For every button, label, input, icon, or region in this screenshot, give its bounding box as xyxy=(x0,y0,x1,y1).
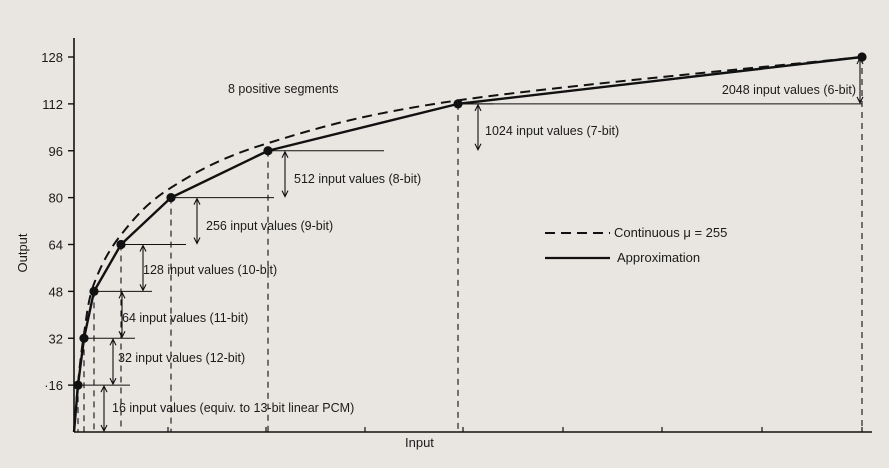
y-tick-label: 112 xyxy=(42,97,63,112)
y-axis-title: Output xyxy=(15,233,30,272)
bracket-arrow-up xyxy=(193,197,201,205)
y-tick-label: 128 xyxy=(41,50,63,65)
breakpoint-dot xyxy=(73,380,83,390)
bracket-arrow-down xyxy=(281,190,289,198)
segment-annotation: 16 input values (equiv. to 13-bit linear… xyxy=(112,401,354,415)
y-tick-label: 48 xyxy=(49,284,63,299)
legend: Continuous μ = 255 Approximation xyxy=(545,225,727,265)
segment-brackets xyxy=(100,56,864,433)
bracket-arrow-down xyxy=(474,143,482,151)
segment-annotation: 64 input values (11-bit) xyxy=(122,311,248,325)
bracket-arrow-down xyxy=(193,237,201,245)
breakpoint-dot xyxy=(166,193,176,203)
bracket-arrow-down xyxy=(856,96,864,105)
y-tick-label: 32 xyxy=(49,331,63,346)
bracket-arrow-up xyxy=(118,291,126,299)
segment-annotations: 16 input values (equiv. to 13-bit linear… xyxy=(112,83,856,415)
breakpoint-dot xyxy=(79,333,89,343)
bracket-arrow-down xyxy=(100,424,108,433)
bracket-arrow-up xyxy=(139,244,147,252)
breakpoint-dot xyxy=(263,146,273,156)
series-approximation-line xyxy=(72,55,863,433)
bracket-arrow-up xyxy=(281,150,289,158)
y-axis-ticks: ·16 32 48 64 80 96 112 128 xyxy=(41,50,74,393)
segment-annotation: 32 input values (12-bit) xyxy=(118,351,245,365)
bracket-arrow-down xyxy=(109,377,117,386)
bracket-arrow-down xyxy=(118,331,126,339)
segment-annotation: 128 input values (10-bit) xyxy=(143,263,277,277)
bracket-arrow-up xyxy=(109,338,117,346)
series-continuous-line xyxy=(73,56,863,433)
y-tick-label: 64 xyxy=(49,238,63,253)
curves xyxy=(72,55,863,433)
y-tick-label: ·16 xyxy=(44,378,63,393)
x-axis-ticks xyxy=(167,427,863,432)
segment-dropdown-lines xyxy=(77,57,863,432)
segment-count-label: 8 positive segments xyxy=(228,82,338,96)
bracket-arrow-up xyxy=(474,103,482,112)
segment-annotation: 2048 input values (6-bit) xyxy=(722,83,856,97)
y-tick-label: 96 xyxy=(49,144,63,159)
breakpoints xyxy=(73,52,867,390)
legend-label-approximation: Approximation xyxy=(617,250,700,265)
segment-annotation: 1024 input values (7-bit) xyxy=(485,124,619,138)
breakpoint-dot xyxy=(89,286,99,296)
breakpoint-dot xyxy=(453,99,463,109)
x-axis-title: Input xyxy=(405,435,434,450)
legend-label-continuous: Continuous μ = 255 xyxy=(614,225,727,240)
segment-annotation: 512 input values (8-bit) xyxy=(294,172,421,186)
segment-annotation: 256 input values (9-bit) xyxy=(206,219,333,233)
breakpoint-dot xyxy=(857,52,867,62)
breakpoint-dot xyxy=(116,239,126,250)
axes xyxy=(73,38,872,433)
segment-extension-lines xyxy=(78,103,862,386)
y-tick-label: 80 xyxy=(49,191,63,206)
bracket-arrow-up xyxy=(100,384,108,393)
bracket-arrow-down xyxy=(139,284,147,292)
